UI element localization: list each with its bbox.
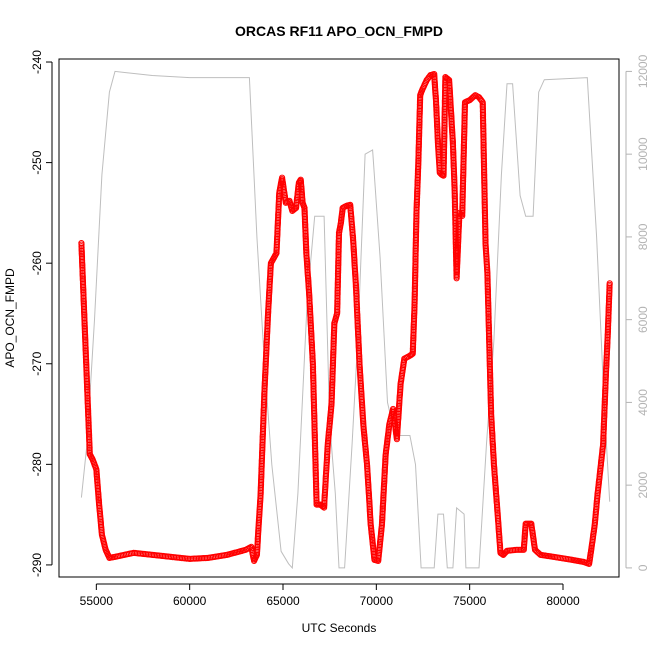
y-tick-label: -260 — [30, 251, 44, 275]
y-tick-label: -290 — [30, 553, 44, 577]
y2-tick-label: 8000 — [636, 223, 650, 250]
secondary-series-line — [80, 70, 611, 570]
axes-layer: 55000 60000 65000 70000 75000 80000-240-250-2… — [30, 50, 650, 608]
x-tick-label: 80000 — [546, 594, 580, 608]
y2-tick-label: 12000 — [636, 54, 650, 88]
series-layer — [78, 70, 613, 570]
x-tick-label: 60000 — [173, 594, 207, 608]
x-tick-label: 55000 — [80, 594, 114, 608]
x-tick-label: 75000 — [453, 594, 487, 608]
y2-tick-label: 4000 — [636, 389, 650, 416]
y2-tick-label: 6000 — [636, 306, 650, 333]
y-tick-label: -240 — [30, 50, 44, 74]
chart-title: ORCAS RF11 APO_OCN_FMPD — [235, 23, 443, 39]
y-tick-label: -270 — [30, 351, 44, 375]
y2-tick-label: 10000 — [636, 137, 650, 171]
y-tick-label: -280 — [30, 452, 44, 476]
data-point — [606, 280, 613, 287]
y2-tick-label: 2000 — [636, 471, 650, 498]
y-tick-label: -250 — [30, 150, 44, 174]
x-tick-label: 65000 — [266, 594, 300, 608]
plot-frame — [58, 58, 620, 578]
y2-tick-label: 0 — [636, 564, 650, 571]
x-axis-label: UTC Seconds — [302, 621, 377, 635]
data-point — [478, 97, 485, 105]
x-tick-label: 70000 — [360, 594, 394, 608]
y-axis-label: APO_OCN_FMPD — [3, 268, 17, 368]
